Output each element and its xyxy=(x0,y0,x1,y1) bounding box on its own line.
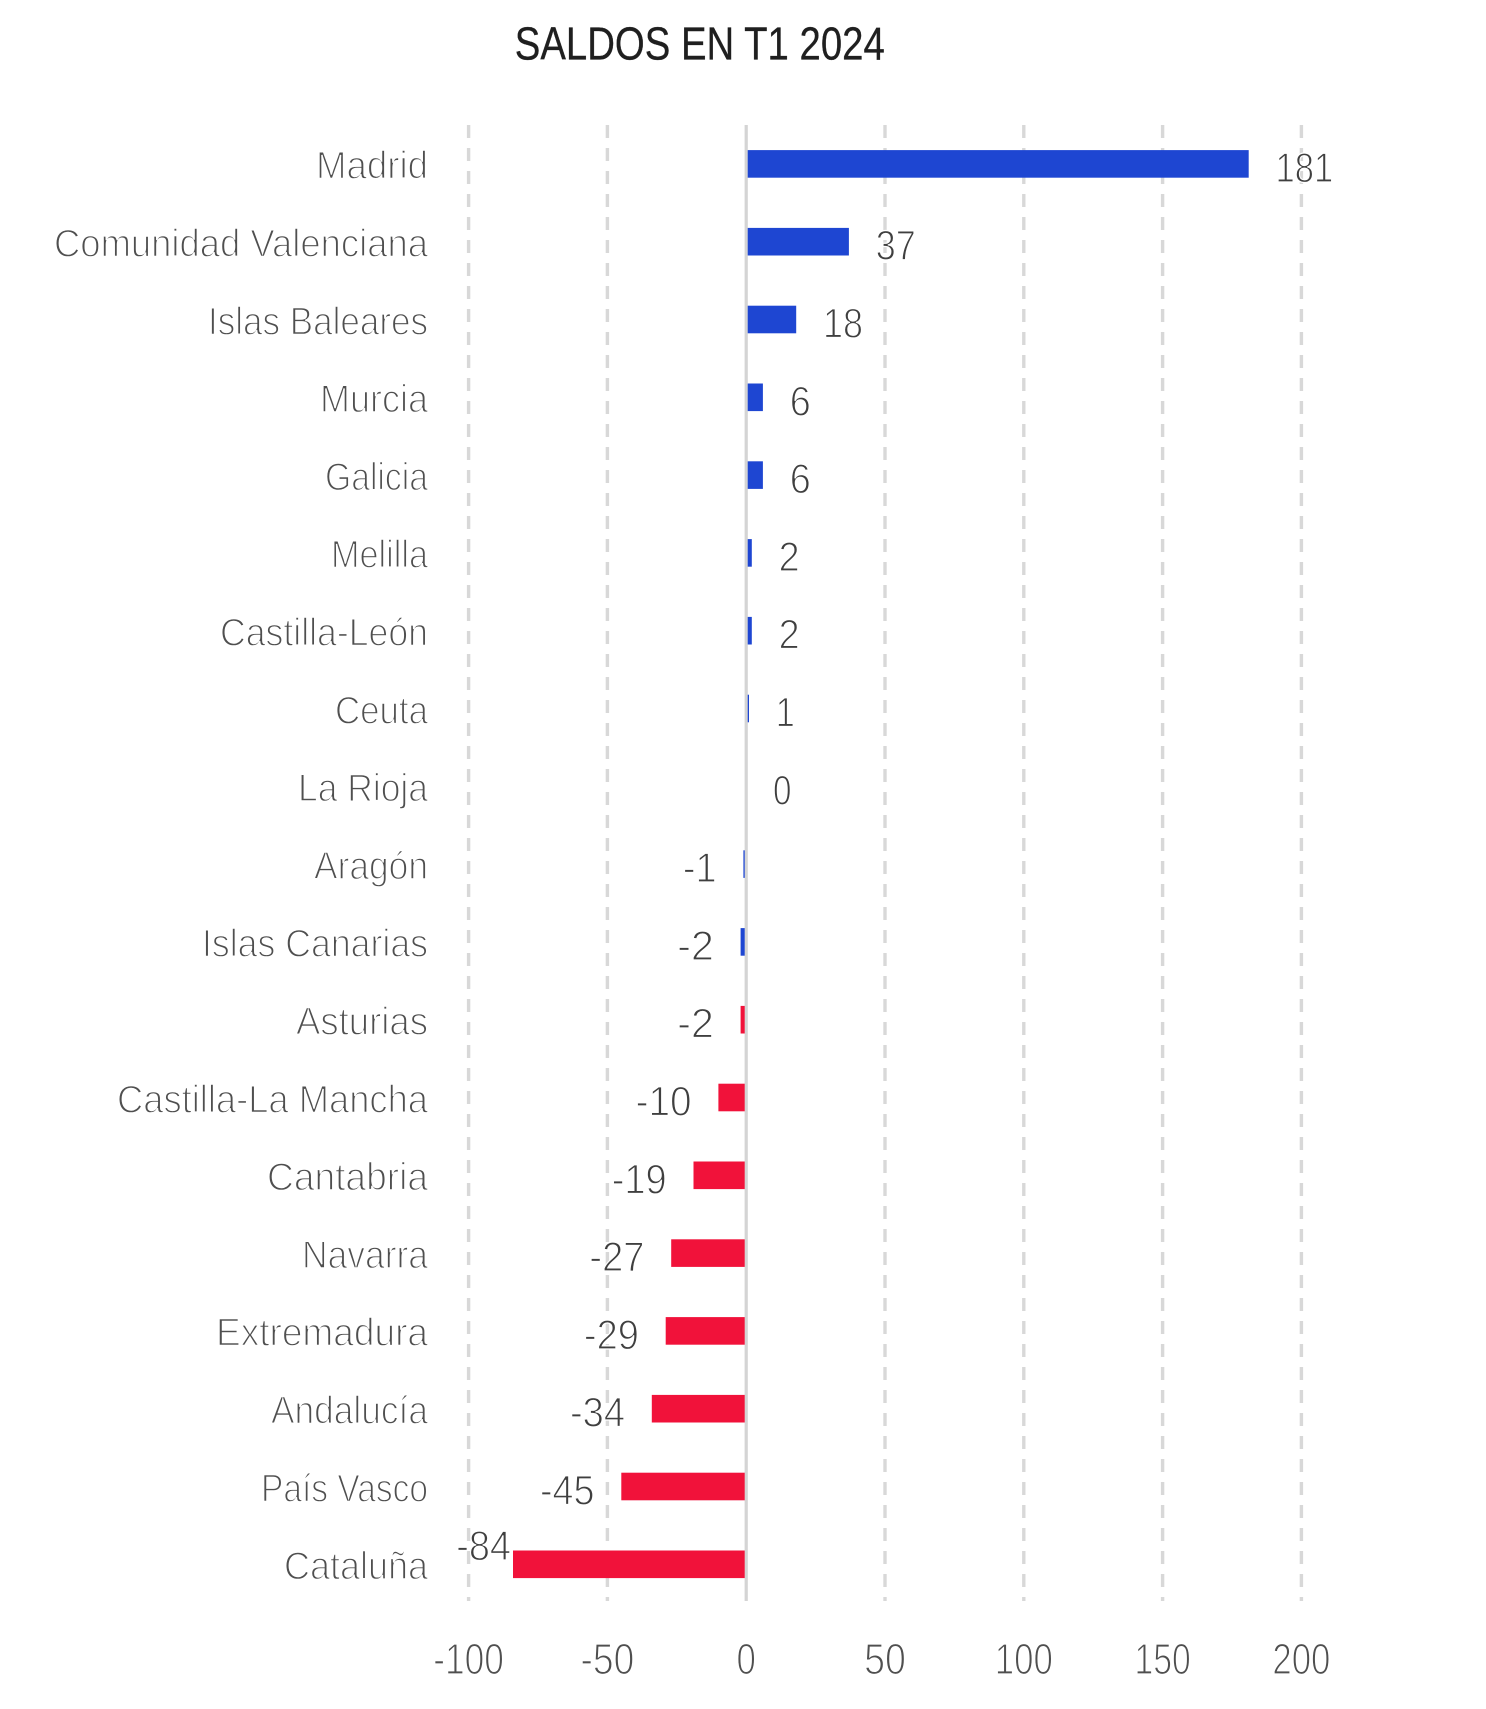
svg-text:-100: -100 xyxy=(433,1635,504,1684)
svg-text:Castilla-La Mancha: Castilla-La Mancha xyxy=(117,1078,429,1121)
svg-text:-45: -45 xyxy=(540,1467,595,1514)
svg-text:Cataluña: Cataluña xyxy=(284,1545,429,1588)
svg-text:2: 2 xyxy=(779,611,800,658)
svg-text:Comunidad Valenciana: Comunidad Valenciana xyxy=(54,223,429,266)
svg-text:-50: -50 xyxy=(581,1635,635,1684)
svg-text:Galicia: Galicia xyxy=(325,456,429,499)
svg-text:Asturias: Asturias xyxy=(296,1001,428,1044)
svg-text:Navarra: Navarra xyxy=(302,1234,429,1277)
svg-text:Castilla-León: Castilla-León xyxy=(220,612,428,655)
svg-text:Islas Baleares: Islas Baleares xyxy=(208,300,428,343)
svg-text:-2: -2 xyxy=(677,1000,714,1047)
svg-text:Madrid: Madrid xyxy=(316,145,428,188)
svg-text:-29: -29 xyxy=(584,1311,639,1358)
svg-text:Cantabria: Cantabria xyxy=(267,1156,429,1199)
svg-text:100: 100 xyxy=(995,1635,1053,1684)
svg-text:Ceuta: Ceuta xyxy=(335,689,429,732)
svg-text:-1: -1 xyxy=(683,844,717,891)
svg-text:1: 1 xyxy=(776,689,795,736)
svg-text:Islas Canarias: Islas Canarias xyxy=(202,923,428,966)
svg-text:Murcia: Murcia xyxy=(320,378,429,421)
svg-text:La Rioja: La Rioja xyxy=(298,767,429,810)
svg-text:50: 50 xyxy=(864,1635,906,1684)
svg-text:6: 6 xyxy=(790,455,811,502)
svg-text:-84: -84 xyxy=(456,1522,511,1569)
svg-text:-34: -34 xyxy=(570,1389,625,1436)
svg-text:0: 0 xyxy=(737,1635,756,1684)
svg-text:150: 150 xyxy=(1134,1635,1190,1684)
svg-text:-10: -10 xyxy=(636,1078,692,1125)
svg-text:Aragón: Aragón xyxy=(314,845,428,888)
svg-text:Melilla: Melilla xyxy=(331,534,429,577)
svg-text:SALDOS EN T1 2024: SALDOS EN T1 2024 xyxy=(515,17,885,69)
svg-text:181: 181 xyxy=(1276,144,1334,191)
svg-text:6: 6 xyxy=(790,377,811,424)
svg-text:2: 2 xyxy=(779,533,800,580)
svg-text:Andalucía: Andalucía xyxy=(271,1390,429,1433)
svg-text:País Vasco: País Vasco xyxy=(261,1467,428,1510)
svg-text:-27: -27 xyxy=(589,1233,644,1280)
svg-text:0: 0 xyxy=(773,766,792,813)
svg-text:18: 18 xyxy=(823,300,863,347)
svg-text:-19: -19 xyxy=(612,1155,667,1202)
svg-text:37: 37 xyxy=(876,222,916,269)
svg-text:Extremadura: Extremadura xyxy=(216,1312,429,1355)
svg-text:-2: -2 xyxy=(677,922,714,969)
svg-text:200: 200 xyxy=(1272,1635,1330,1684)
